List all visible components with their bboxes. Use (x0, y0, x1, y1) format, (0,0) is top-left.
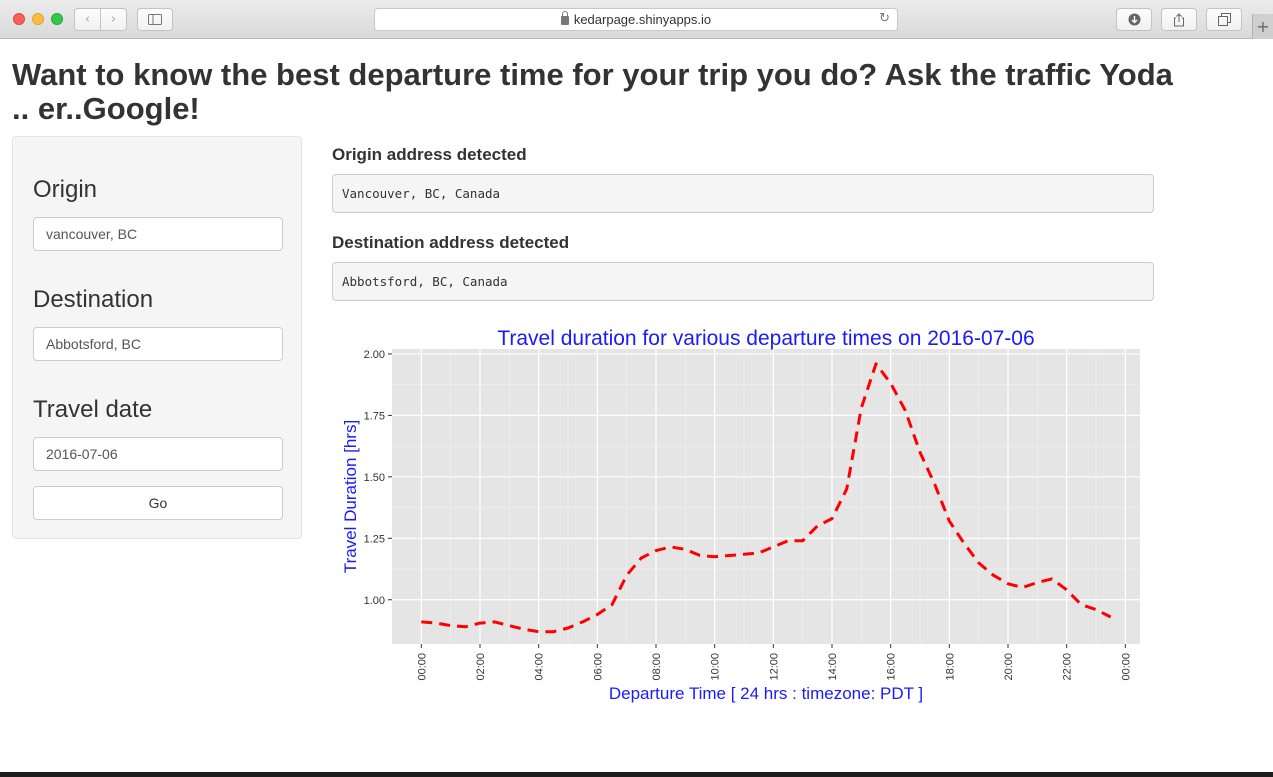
travel-duration-line (421, 362, 1112, 634)
y-tick-label: 1.75 (364, 410, 385, 422)
chart-svg: 00:00 02:00 04:00 06:00 08:00 10:00 12:00 14:00… (341, 327, 1140, 703)
tabs-icon (1217, 13, 1231, 26)
plot-panel (392, 349, 1140, 644)
chevron-left-icon: ‹ (84, 12, 91, 27)
plus-icon: + (1256, 17, 1270, 36)
x-tick-label: 00:00 (1120, 653, 1132, 681)
travel-duration-chart: 00:00 02:00 04:00 06:00 08:00 10:00 12:00 14:00… (332, 322, 1154, 712)
destination-detected-label: Destination address detected (332, 233, 570, 252)
minimize-window-button[interactable] (32, 13, 44, 25)
y-tick-label: 1.00 (364, 595, 385, 607)
chart-title: Travel duration for various departure ti… (497, 327, 1034, 350)
back-button[interactable]: ‹ (75, 9, 100, 30)
input-panel: Origin Destination Travel date Go (12, 136, 302, 539)
x-tick-label: 10:00 (710, 653, 722, 681)
chevron-right-icon: › (110, 12, 117, 27)
address-bar[interactable]: kedarpage.shinyapps.io ↻ (374, 8, 898, 31)
sidebar-toggle-button[interactable] (137, 8, 173, 31)
download-button[interactable] (1116, 8, 1152, 31)
y-tick-label: 1.25 (364, 533, 385, 545)
y-tick-label: 2.00 (364, 349, 385, 361)
sidebar-icon (148, 14, 162, 25)
download-icon (1128, 13, 1140, 26)
reload-icon[interactable]: ↻ (879, 11, 890, 26)
x-tick-label: 06:00 (592, 653, 604, 681)
x-tick-label: 16:00 (886, 653, 898, 681)
x-axis-label: Departure Time [ 24 hrs : timezone: PDT … (609, 684, 923, 703)
y-tick-label: 1.50 (364, 472, 385, 484)
share-button[interactable] (1161, 8, 1197, 31)
forward-button[interactable]: › (100, 9, 126, 30)
close-window-button[interactable] (13, 13, 25, 25)
destination-label: Destination (33, 286, 154, 313)
go-button[interactable]: Go (33, 486, 283, 520)
history-nav: ‹ › (74, 8, 127, 31)
browser-toolbar: ‹ › kedarpage.shinyapps.io ↻ + (0, 0, 1273, 39)
destination-input[interactable] (33, 327, 283, 361)
travel-date-label: Travel date (33, 396, 153, 423)
window-bottom-edge (0, 772, 1273, 777)
x-tick-label: 12:00 (768, 653, 780, 681)
x-tick-label: 20:00 (1003, 653, 1015, 681)
x-tick-label: 00:00 (416, 653, 428, 681)
lock-icon (560, 11, 569, 25)
x-tick-label: 22:00 (1062, 653, 1074, 681)
x-tick-label: 08:00 (651, 653, 663, 681)
x-tick-label: 14:00 (827, 653, 839, 681)
page-title: Want to know the best departure time for… (12, 57, 1173, 126)
x-tick-label: 02:00 (475, 653, 487, 681)
origin-detected-label: Origin address detected (332, 145, 527, 164)
origin-input[interactable] (33, 217, 283, 251)
destination-detected-value: Abbotsford, BC, Canada (332, 262, 1154, 301)
y-axis-label: Travel Duration [hrs] (341, 420, 360, 573)
origin-detected-value: Vancouver, BC, Canada (332, 174, 1154, 213)
share-icon (1174, 12, 1184, 26)
x-tick-label: 18:00 (944, 653, 956, 681)
origin-label: Origin (33, 176, 98, 203)
maximize-window-button[interactable] (51, 13, 63, 25)
travel-date-input[interactable] (33, 437, 283, 471)
new-tab-button[interactable]: + (1252, 14, 1273, 39)
show-tabs-button[interactable] (1206, 8, 1242, 31)
address-url: kedarpage.shinyapps.io (573, 12, 712, 27)
x-tick-label: 04:00 (534, 653, 546, 681)
